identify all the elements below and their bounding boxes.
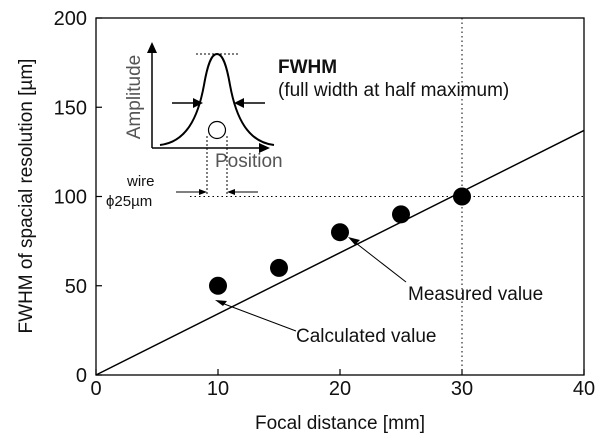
data-point [392, 205, 410, 224]
wire-arrow-left-head [199, 189, 207, 195]
data-point [209, 276, 227, 295]
y-tick-label: 150 [54, 97, 87, 119]
calculated-arrow [218, 301, 297, 332]
measured-arrow-head [348, 237, 360, 245]
y-axis-ticks: 0 50 100 150 200 [54, 8, 102, 387]
measured-annotation: Measured value [348, 237, 543, 305]
fwhm-subtitle: (full width at half maximum) [278, 80, 509, 101]
inset-x-arrow [259, 143, 270, 153]
wire-arrow-right-head [227, 189, 235, 195]
inset-x-label: Position [215, 151, 283, 172]
y-tick-label: 200 [54, 8, 87, 30]
calculated-arrow-head [215, 300, 227, 306]
x-tick-label: 30 [451, 378, 473, 400]
calculated-label: Calculated value [296, 326, 436, 347]
measured-points [209, 187, 471, 295]
y-tick-label: 0 [76, 365, 87, 387]
x-tick-label: 0 [90, 378, 101, 400]
data-point [331, 223, 349, 242]
inset-right-arrow-head [234, 98, 244, 108]
x-tick-label: 10 [207, 378, 229, 400]
inset-y-label: Amplitude [124, 55, 145, 140]
measured-label: Measured value [408, 284, 543, 305]
fwhm-title: FWHM [278, 57, 337, 78]
y-tick-label: 100 [54, 187, 87, 209]
x-axis-ticks: 0 10 20 30 40 [90, 369, 595, 400]
y-tick-label: 50 [65, 276, 87, 298]
fwhm-inset: Amplitude Position FWHM (full width at h… [106, 42, 509, 210]
inset-left-arrow-head [193, 98, 203, 108]
wire-size-label: ϕ25µm [106, 193, 152, 210]
inset-y-arrow [147, 42, 157, 53]
x-tick-label: 40 [573, 378, 595, 400]
calculated-line [95, 129, 585, 376]
calculated-annotation: Calculated value [215, 300, 436, 347]
wire-label: wire [126, 173, 155, 190]
measured-arrow [351, 239, 407, 283]
y-axis-label: FWHM of spacial resolution [µm] [16, 59, 37, 334]
x-tick-label: 20 [329, 378, 351, 400]
data-point [453, 187, 471, 206]
wire-circle [207, 120, 227, 140]
data-point [270, 258, 288, 277]
x-axis-label: Focal distance [mm] [255, 413, 425, 434]
